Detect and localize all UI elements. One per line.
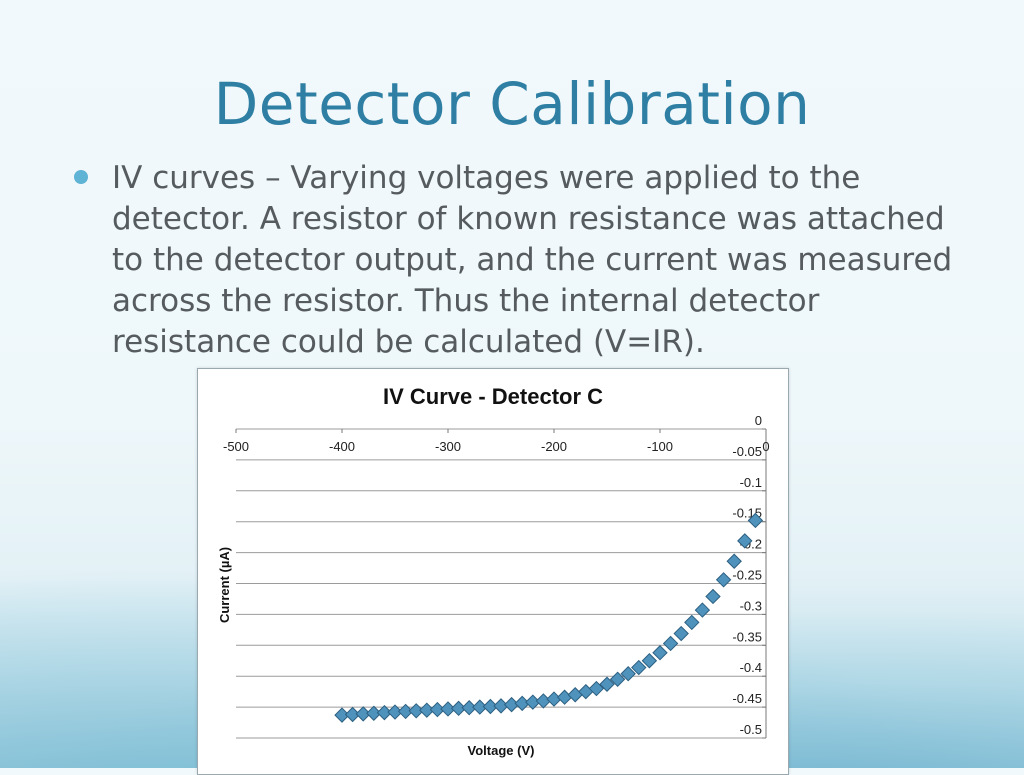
y-tick-label-6: -0.3 xyxy=(740,598,762,613)
data-point-0-35 xyxy=(705,588,721,605)
data-point-0-31 xyxy=(662,635,679,652)
y-tick-label-10: -0.5 xyxy=(740,722,762,737)
data-point-0-21 xyxy=(556,689,573,705)
data-point-0-26 xyxy=(609,671,626,687)
bullet-text: IV curves – Varying voltages were applie… xyxy=(112,160,953,360)
x-tick-label-5: 0 xyxy=(762,439,769,454)
y-axis-label: Current (µA) xyxy=(217,547,232,623)
data-point-0-24 xyxy=(588,680,605,697)
chart-canvas: IV Curve - Detector C -500 -400 -300 -200 -10… xyxy=(217,384,770,758)
y-tick-label-2: -0.1 xyxy=(740,475,762,490)
iv-curve-chart: IV Curve - Detector C -500 -400 -300 -200 -10… xyxy=(197,368,789,775)
y-tick-label-9: -0.45 xyxy=(732,691,762,706)
bullet-dot-icon xyxy=(74,170,88,184)
x-axis-label: Voltage (V) xyxy=(468,743,535,758)
data-point-0-28 xyxy=(631,659,647,676)
data-point-0-32 xyxy=(673,625,689,642)
x-tick-label-2: -300 xyxy=(435,439,461,454)
data-point-0-29 xyxy=(641,653,658,669)
data-point-0-25 xyxy=(599,676,615,692)
data-point-0-39 xyxy=(747,512,764,529)
data-point-0-30 xyxy=(652,645,668,661)
y-tick-label-8: -0.4 xyxy=(740,660,762,675)
x-tick-label-1: -400 xyxy=(329,439,355,454)
data-point-0-36 xyxy=(715,572,732,588)
data-point-0-27 xyxy=(620,666,636,682)
chart-title: IV Curve - Detector C xyxy=(383,384,603,409)
data-point-0-37 xyxy=(726,553,742,569)
y-tick-label-0: 0 xyxy=(755,413,762,428)
y-tick-label-1: -0.05 xyxy=(732,444,762,459)
x-tick-label-3: -200 xyxy=(541,439,567,454)
x-tick-label-4: -100 xyxy=(647,439,673,454)
y-tick-label-7: -0.35 xyxy=(732,629,762,644)
data-point-0-34 xyxy=(694,602,711,618)
x-tick-label-0: -500 xyxy=(223,439,249,454)
slide-title: Detector Calibration xyxy=(213,70,811,138)
y-tick-label-5: -0.25 xyxy=(732,568,762,583)
data-point-0-38 xyxy=(737,533,753,549)
data-point-0-33 xyxy=(684,614,700,631)
